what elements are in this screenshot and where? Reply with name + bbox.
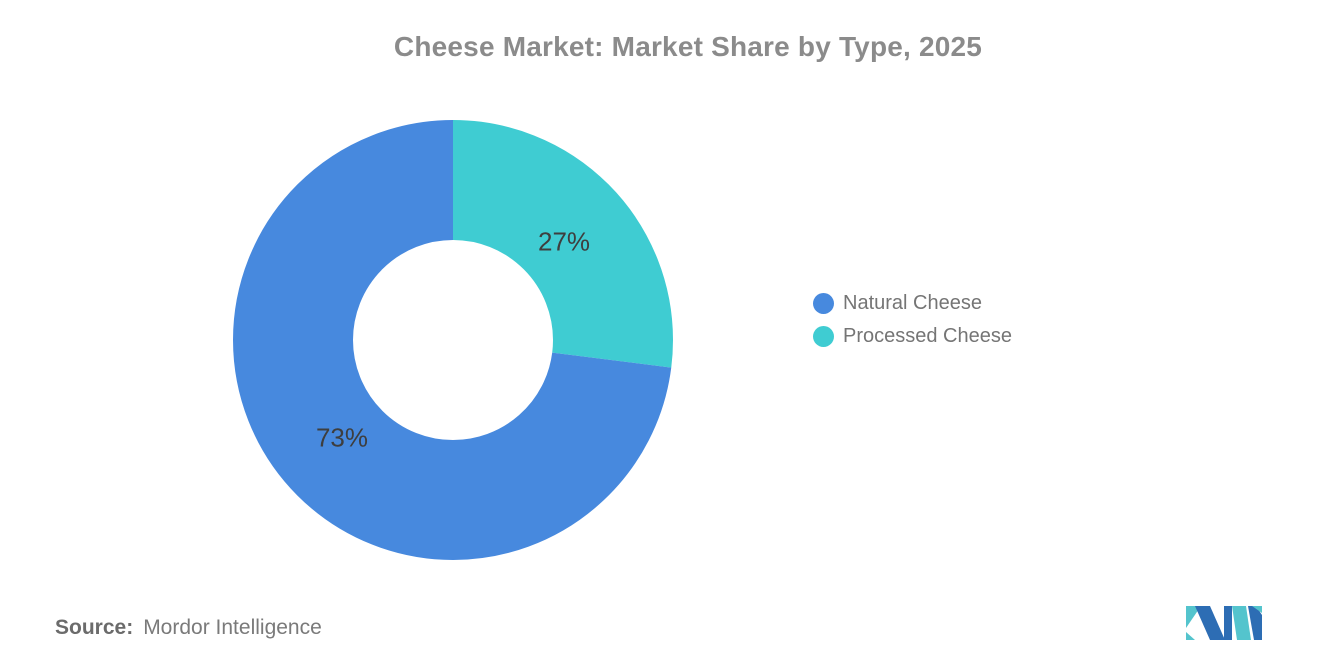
donut-svg — [233, 120, 673, 560]
legend-marker-natural-cheese-icon — [813, 292, 834, 314]
logo-shape — [1248, 606, 1262, 640]
source-line: Source: Mordor Intelligence — [55, 616, 322, 640]
donut-slice-natural-cheese[interactable] — [233, 120, 673, 560]
legend-label: Processed Cheese — [843, 324, 1012, 347]
logo-shape — [1224, 606, 1232, 640]
logo-shape — [1186, 606, 1201, 628]
legend-marker-processed-cheese-icon — [813, 325, 834, 347]
slice-label-processed-cheese: 27% — [537, 226, 591, 257]
source-text: Mordor Intelligence — [143, 616, 322, 639]
legend-item-processed-cheese[interactable]: Processed Cheese — [813, 320, 1012, 352]
chart-title: Cheese Market: Market Share by Type, 202… — [393, 31, 983, 62]
legend-item-natural-cheese[interactable]: Natural Cheese — [813, 287, 1012, 319]
legend: Natural Cheese Processed Cheese — [813, 287, 1012, 352]
logo-shape — [1186, 632, 1195, 640]
donut-chart: 27% 73% — [233, 120, 673, 560]
source-prefix: Source: — [55, 616, 134, 639]
logo-shape — [1232, 606, 1251, 640]
slice-label-natural-cheese: 73% — [315, 422, 368, 453]
logo-shape — [1252, 606, 1262, 613]
legend-label: Natural Cheese — [843, 291, 982, 314]
mordor-intelligence-logo-icon — [1186, 606, 1262, 640]
logo-shape — [1195, 606, 1225, 640]
